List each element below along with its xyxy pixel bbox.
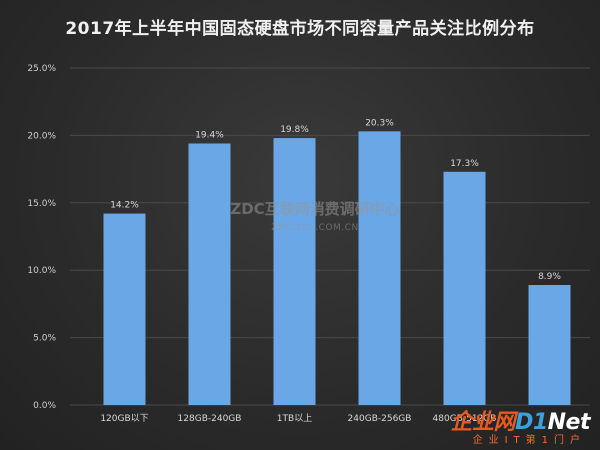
- y-tick-label: 0.0%: [33, 401, 56, 411]
- x-tick-label: 120GB以下: [100, 414, 148, 424]
- data-label: 17.3%: [450, 159, 479, 169]
- brand-logo-text: 企业网D1Net: [450, 404, 591, 436]
- x-tick-label: 128GB-240GB: [178, 414, 242, 424]
- bar: [358, 131, 401, 405]
- data-label: 19.8%: [280, 125, 309, 135]
- bar: [528, 285, 571, 405]
- y-tick-label: 15.0%: [27, 199, 56, 209]
- y-tick-label: 5.0%: [33, 334, 56, 344]
- data-label: 14.2%: [110, 201, 139, 211]
- bar: [188, 143, 231, 405]
- y-tick-label: 10.0%: [27, 266, 56, 276]
- brand-logo-text-b: D1: [515, 410, 548, 435]
- chart-title: 2017年上半年中国固态硬盘市场不同容量产品关注比例分布: [65, 19, 535, 39]
- watermark-main: ZDC互联网消费调研中心: [230, 200, 400, 218]
- bar: [273, 138, 316, 405]
- x-tick-label: 240GB-256GB: [348, 414, 412, 424]
- bar: [103, 213, 146, 405]
- y-tick-label: 20.0%: [27, 131, 56, 141]
- data-label: 19.4%: [195, 130, 224, 140]
- bar: [443, 171, 486, 405]
- brand-logo: 企业网D1Net 企业IT第1门户: [424, 404, 594, 446]
- x-tick-label: 1TB以上: [277, 413, 312, 424]
- data-label: 20.3%: [365, 118, 394, 128]
- brand-logo-text-c: Net: [547, 410, 591, 435]
- data-label: 8.9%: [538, 272, 561, 282]
- brand-slogan: 企业IT第1门户: [472, 435, 586, 446]
- brand-logo-text-a: 企业网: [450, 410, 516, 435]
- watermark-sub: ZDC.ZOL.COM.CN: [271, 223, 359, 233]
- watermark: ZDC互联网消费调研中心 ZDC.ZOL.COM.CN: [200, 198, 430, 233]
- x-tick-label: 480GB-512GB: [433, 414, 497, 424]
- y-tick-label: 25.0%: [27, 64, 56, 74]
